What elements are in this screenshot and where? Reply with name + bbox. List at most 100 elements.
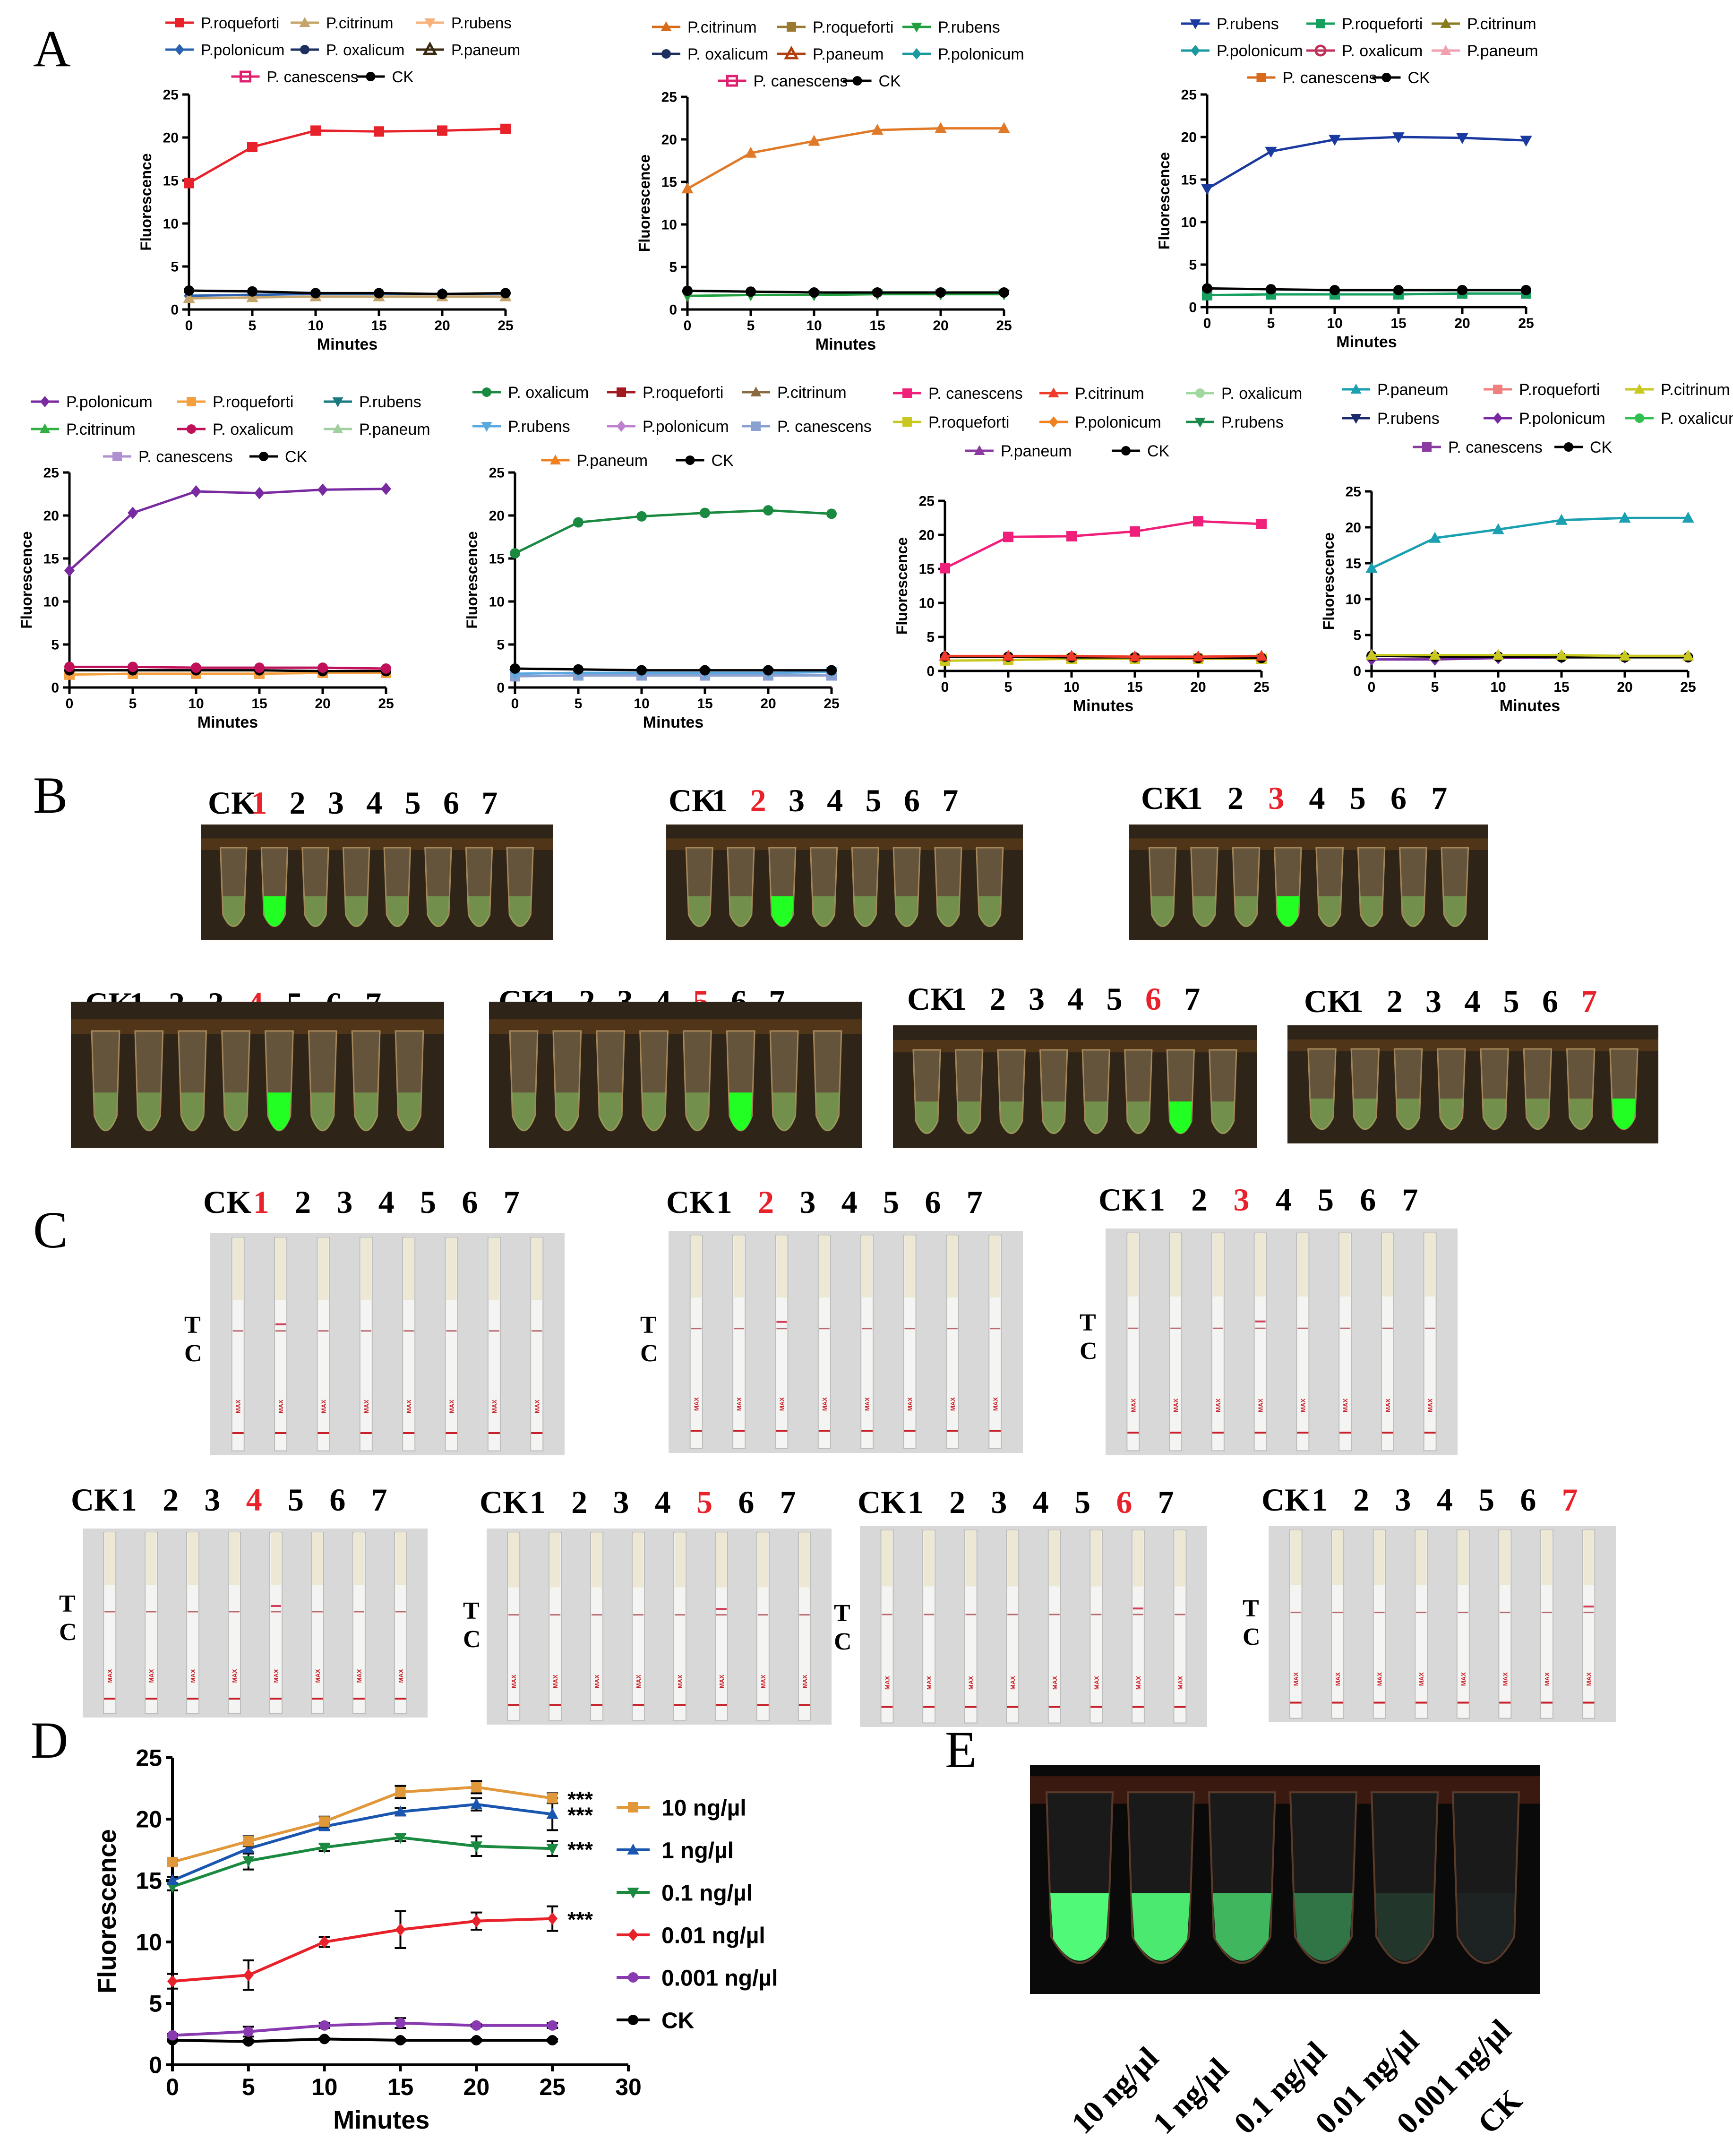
sample-pad xyxy=(799,1532,810,1588)
tube xyxy=(301,847,329,928)
strip-max-label: MAX xyxy=(320,1400,327,1413)
x-tick-label: 25 xyxy=(1253,679,1269,695)
legend-item: P.rubens xyxy=(1186,413,1284,431)
data-point xyxy=(470,1841,482,1853)
tube-rack xyxy=(489,1019,862,1034)
lane-label: 1 xyxy=(1149,1182,1165,1218)
tube-liquid xyxy=(1276,896,1299,927)
tube xyxy=(264,1030,294,1132)
sample-pad xyxy=(1458,1530,1468,1585)
data-point xyxy=(319,2020,330,2031)
lane-label: 3 xyxy=(991,1484,1007,1520)
tube-liquid xyxy=(815,1092,840,1131)
data-point xyxy=(317,483,328,496)
chart-d: 0 5 10 15 20 25 0 5 10 15 20 25 30 Minutes Fluorescenc… xyxy=(93,1745,778,2135)
control-line-label: C xyxy=(640,1340,658,1367)
data-point xyxy=(471,2035,482,2045)
tube-liquid xyxy=(1042,1101,1065,1134)
strip-max-label: MAX xyxy=(510,1675,517,1688)
legend-marker xyxy=(617,387,626,397)
legend-label: CK xyxy=(712,452,734,470)
data-point xyxy=(471,2020,482,2031)
legend-marker xyxy=(187,397,196,406)
series-line xyxy=(189,289,506,295)
data-point xyxy=(1393,285,1404,295)
test-line-label: T xyxy=(59,1590,76,1617)
sample-pad xyxy=(550,1532,561,1588)
data-point xyxy=(1330,285,1340,295)
series-1-ng-l: *** xyxy=(166,1797,593,1885)
sample-pad xyxy=(275,1237,286,1300)
tube xyxy=(1289,1791,1358,1964)
tube-photo xyxy=(71,1002,444,1148)
tube xyxy=(1273,847,1302,928)
x-tick-label: 0 xyxy=(1203,316,1211,331)
legend-marker xyxy=(175,44,184,55)
legend-item: P.citrinum xyxy=(1432,15,1536,33)
tube xyxy=(351,1030,381,1132)
data-point xyxy=(395,1923,406,1936)
control-line-label: C xyxy=(59,1619,77,1646)
sample-pad xyxy=(947,1235,958,1297)
lane-label: 6 xyxy=(738,1484,755,1520)
tube-liquid xyxy=(771,896,794,927)
lane-label: 5 xyxy=(1106,981,1123,1017)
chart-a4: 0 5 10 15 20 25 0 5 10 15 20 25 Minutes Fluorescence P… xyxy=(18,393,430,731)
test-strip: MAX xyxy=(487,1237,501,1452)
tube-rack xyxy=(1287,1039,1658,1051)
data-point xyxy=(573,664,583,675)
legend-marker xyxy=(1564,442,1573,452)
lane-label: 6 xyxy=(1116,1484,1132,1520)
lane-label: 5 xyxy=(288,1482,304,1518)
legend-marker xyxy=(787,22,796,32)
tube xyxy=(1148,847,1177,928)
sample-pad xyxy=(882,1530,892,1587)
tube xyxy=(424,847,452,928)
legend-item: P.roqueforti xyxy=(607,384,723,402)
sample-pad xyxy=(1500,1530,1510,1585)
legend-item: P. canescens xyxy=(1413,438,1543,456)
legend-item: P. canescens xyxy=(893,385,1023,403)
data-point xyxy=(547,1912,558,1925)
tube-liquid xyxy=(354,1092,378,1131)
series-line xyxy=(172,1917,553,1983)
lane-label: 3 xyxy=(327,785,344,821)
legend-label: CK xyxy=(285,448,308,466)
strip-max-label: MAX xyxy=(1384,1399,1391,1412)
legend-label: CK xyxy=(1408,69,1431,87)
test-line-label: T xyxy=(184,1312,201,1339)
legend-label: P.roqueforti xyxy=(213,393,293,411)
tube-rack xyxy=(666,838,1023,850)
lane-label: 2 xyxy=(571,1484,588,1520)
tube-rack xyxy=(893,1040,1257,1053)
y-tick-label: 10 xyxy=(136,1929,162,1956)
y-tick-label: 25 xyxy=(661,90,677,105)
tube xyxy=(727,847,755,928)
lane-label: 7 xyxy=(371,1482,387,1518)
y-tick-label: 0 xyxy=(1189,300,1197,316)
sample-pad xyxy=(904,1235,915,1297)
data-point xyxy=(1265,146,1277,158)
series-p-paneum xyxy=(1365,512,1694,573)
strip-max-label: MAX xyxy=(1460,1672,1467,1686)
x-tick-label: 0 xyxy=(185,318,193,334)
lane-label-ck: CK xyxy=(666,1184,714,1220)
tube-liquid xyxy=(304,896,326,927)
y-tick-label: 25 xyxy=(43,465,59,481)
legend-marker xyxy=(1049,416,1058,428)
sample-pad xyxy=(819,1235,830,1297)
legend-item: P.roqueforti xyxy=(177,393,293,411)
legend-label: P.paneum xyxy=(1377,381,1449,399)
y-axis-label: Fluorescence xyxy=(18,531,35,628)
y-tick-label: 5 xyxy=(927,630,935,645)
tube-liquid xyxy=(468,896,490,927)
tube xyxy=(1609,1048,1639,1130)
x-tick-label: 10 xyxy=(634,696,649,712)
tube-liquid xyxy=(386,896,409,927)
data-point xyxy=(746,286,756,297)
strip-photo: MAX MAX MAX MAX MAX MAX MAX MAX xyxy=(1106,1228,1458,1455)
legend-marker xyxy=(628,1972,638,1983)
legend: P.roqueforti P.citrinum P.rubens P.polonicu… xyxy=(165,14,520,86)
